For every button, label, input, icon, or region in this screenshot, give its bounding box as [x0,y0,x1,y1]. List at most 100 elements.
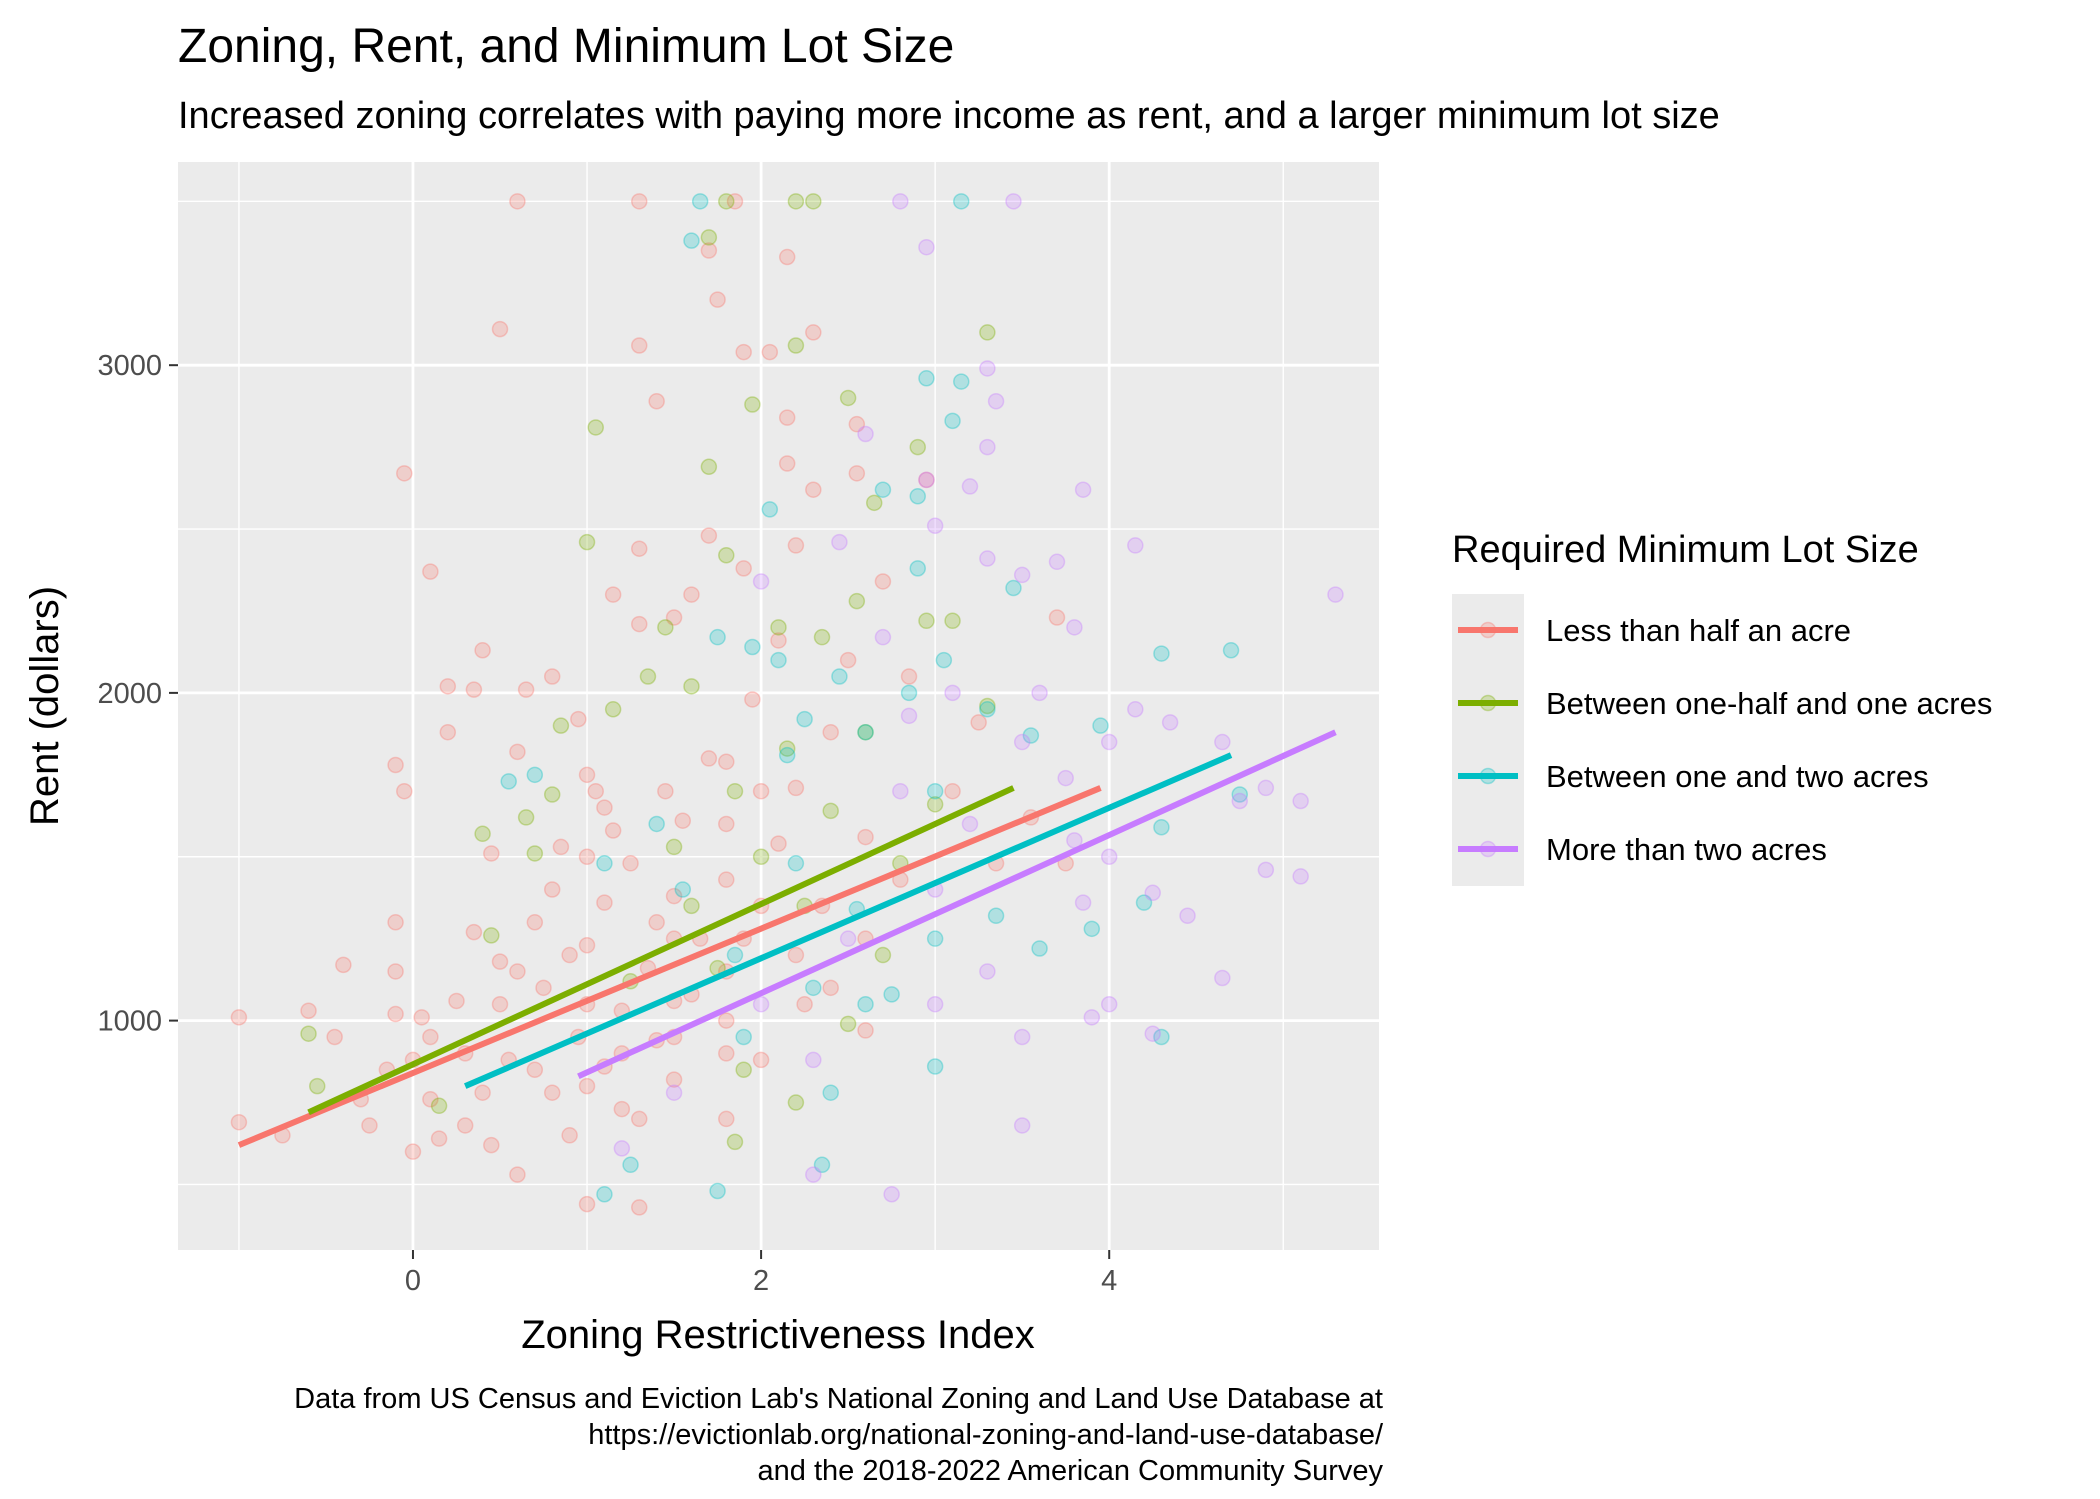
data-point-series-1 [665,887,683,905]
data-point-series-2 [483,927,500,944]
data-point-series-1 [857,828,874,846]
data-point-series-1 [517,681,535,698]
data-point-series-3 [770,651,787,669]
data-point-series-3 [926,1058,944,1075]
data-point-series-1 [848,465,866,482]
data-point-series-1 [796,995,813,1013]
data-point-series-3 [778,746,796,764]
data-point-series-3 [691,193,709,210]
data-point-series-1 [805,324,822,341]
data-point-series-4 [883,1186,900,1203]
data-point-series-1 [631,193,648,210]
data-point-series-1 [718,1110,735,1128]
y-axis-title: Rent (dollars) [23,586,67,826]
data-point-series-1 [326,1028,343,1046]
data-point-series-1 [439,678,457,695]
data-point-series-1 [230,1113,248,1131]
caption: Data from US Census and Eviction Lab's N… [294,1383,1384,1487]
data-point-series-2 [979,697,996,715]
data-point-series-1 [787,946,805,964]
data-point-series-4 [1257,861,1275,879]
data-point-series-1 [778,248,796,266]
data-point-series-1 [387,914,404,931]
data-point-series-1 [735,343,752,361]
data-point-series-4 [613,1140,631,1157]
chart-title: Zoning, Rent, and Minimum Lot Size [178,20,954,73]
data-point-series-4 [1257,779,1275,797]
data-point-series-1 [483,1136,500,1154]
data-point-series-1 [718,1012,735,1029]
data-point-series-4 [979,550,996,567]
data-point-series-3 [805,979,822,997]
data-point-series-3 [1231,786,1249,803]
data-point-series-1 [970,714,987,731]
data-point-series-3 [953,193,970,210]
data-point-series-1 [387,756,404,774]
data-point-series-1 [735,560,752,577]
data-point-series-1 [578,1077,596,1095]
data-point-series-4 [979,438,996,456]
caption-line-1: Data from US Census and Eviction Lab's N… [294,1383,1383,1415]
data-point-series-1 [857,1022,874,1039]
data-point-series-3 [1005,579,1022,597]
data-point-series-3 [726,946,744,964]
data-point-series-1 [526,914,544,931]
data-point-series-4 [1100,733,1118,751]
legend: Required Minimum Lot Size Less than half… [1452,529,1992,886]
data-point-series-1 [700,242,718,259]
data-point-series-4 [1005,193,1022,210]
data-point-series-1 [509,193,526,210]
data-point-series-2 [813,628,831,646]
data-point-series-4 [918,238,935,256]
data-point-series-3 [709,628,726,646]
data-point-series-3 [1092,717,1109,734]
data-point-series-1 [657,782,674,800]
data-point-series-1 [761,343,779,361]
data-point-series-4 [805,1166,822,1183]
data-point-series-3 [796,710,813,728]
data-point-series-4 [1100,995,1118,1013]
data-point-series-3 [596,1186,613,1203]
data-point-series-4 [892,193,909,210]
data-point-series-1 [230,1009,248,1026]
data-point-series-1 [726,193,744,210]
data-point-series-4 [900,707,918,725]
data-point-series-1 [543,668,561,685]
data-point-series-2 [848,592,866,610]
data-point-series-3 [648,815,665,833]
data-point-series-2 [918,612,935,630]
data-point-series-1 [604,586,622,603]
data-point-series-1 [718,753,735,770]
data-point-series-1 [822,723,839,741]
x-tick-label: 0 [405,1265,421,1297]
legend-label: Less than half an acre [1546,613,1851,648]
data-point-series-1 [665,1071,683,1088]
data-point-series-1 [509,743,526,761]
data-point-series-4 [944,684,961,702]
data-point-series-4 [1048,553,1066,571]
minor-gridlines [178,162,1379,1250]
data-point-series-3 [909,488,926,505]
data-point-series-4 [1292,792,1309,810]
data-point-series-3 [735,1028,752,1046]
trend-line-series-1 [237,785,1102,1148]
data-point-series-2 [587,419,604,436]
data-point-series-2 [744,396,761,413]
data-point-series-3 [900,684,918,702]
data-point-series-4 [1013,1117,1031,1134]
data-point-series-4 [839,930,857,947]
data-point-series-2 [839,389,857,407]
data-point-series-1 [483,845,500,862]
data-point-series-1 [474,1084,491,1101]
legend-label: Between one-half and one acres [1546,686,1992,721]
data-point-series-1 [396,782,413,800]
data-point-series-1 [561,1127,578,1144]
data-point-series-1 [552,838,570,856]
data-point-series-1 [848,415,866,433]
data-point-series-1 [718,815,735,833]
data-point-series-4 [1013,1028,1031,1046]
data-point-series-1 [752,782,770,800]
data-point-series-4 [1066,619,1083,636]
data-point-series-2 [822,802,839,820]
